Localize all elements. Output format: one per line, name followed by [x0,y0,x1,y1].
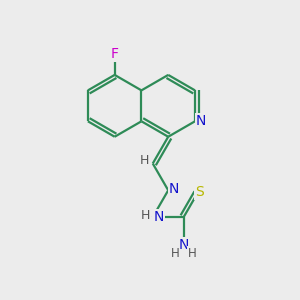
Text: H: H [141,209,150,222]
Text: N: N [154,210,164,224]
Text: N: N [178,238,189,252]
Text: F: F [111,47,119,61]
Text: H: H [170,247,179,260]
Text: N: N [169,182,179,196]
Text: H: H [140,154,149,167]
Text: S: S [195,184,203,199]
Text: N: N [196,114,206,128]
Text: H: H [188,247,196,260]
